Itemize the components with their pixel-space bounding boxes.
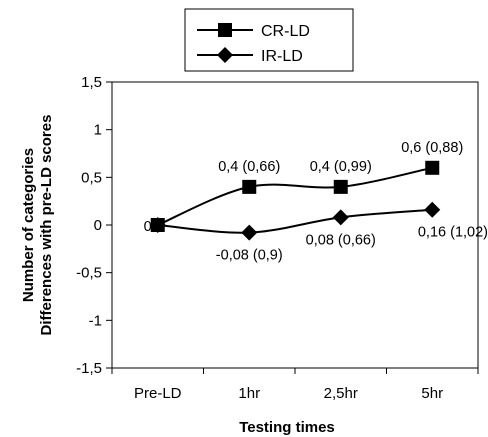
- legend-label-cr-ld: CR-LD: [261, 23, 310, 40]
- data-label-cr-ld: 0,4 (0,99): [310, 159, 372, 175]
- y-tick-label: -1,5: [76, 360, 102, 377]
- x-tick-label: 2,5hr: [324, 385, 358, 402]
- data-label-ir-ld: 0,08 (0,66): [306, 232, 376, 248]
- data-label-cr-ld: 0,6 (0,88): [401, 140, 463, 156]
- series-layer: [149, 160, 441, 241]
- legend: CR-LD IR-LD: [184, 8, 354, 72]
- legend-marker-cr-ld: [218, 23, 232, 37]
- y-tick-label: 1,5: [81, 74, 102, 91]
- y-tick-label: -0,5: [76, 265, 102, 282]
- data-label-ir-ld: -0,08 (0,9): [216, 248, 283, 264]
- x-tick-label: 1hr: [238, 385, 260, 402]
- series-line-ir-ld: [157, 208, 433, 234]
- legend-box: [184, 8, 354, 72]
- data-point-cr-ld: [425, 160, 440, 175]
- y-axis-title-line1: Number of categories: [20, 148, 37, 302]
- y-axis-title-line2: Differences with pre-LD scores: [38, 115, 55, 336]
- x-tick-label: 5hr: [421, 385, 443, 402]
- x-tick-label: Pre-LD: [134, 385, 182, 402]
- data-label-cr-ld: 0,4 (0,66): [218, 159, 280, 175]
- data-point-ir-ld: [241, 224, 258, 241]
- series-line-cr-ld: [157, 166, 433, 226]
- data-point-cr-ld: [242, 179, 257, 194]
- data-point-cr-ld: [333, 179, 348, 194]
- y-tick-label: 0: [94, 217, 102, 234]
- x-axis-title: Testing times: [239, 419, 335, 436]
- data-point-ir-ld: [332, 209, 349, 226]
- data-label-ir-ld: 0,16 (1,02): [418, 225, 488, 241]
- data-point-ir-ld: [149, 217, 166, 233]
- legend-marker-ir-ld: [217, 47, 233, 63]
- data-label-cr-ld: 0: [144, 219, 152, 235]
- y-tick-label: -1: [89, 312, 102, 329]
- y-tick-label: 1: [94, 122, 102, 139]
- x-axis: Pre-LD 1hr 2,5hr 5hr: [111, 368, 479, 402]
- y-axis: 1,5 1 0,5 0 -0,5 -1 -1,5: [76, 74, 112, 377]
- data-point-ir-ld: [424, 201, 441, 218]
- data-labels: 0 0,4 (0,66) 0,4 (0,99) 0,6 (0,88) -0,08 (0,…: [144, 140, 488, 264]
- y-tick-label: 0,5: [81, 169, 102, 186]
- legend-label-ir-ld: IR-LD: [261, 48, 303, 65]
